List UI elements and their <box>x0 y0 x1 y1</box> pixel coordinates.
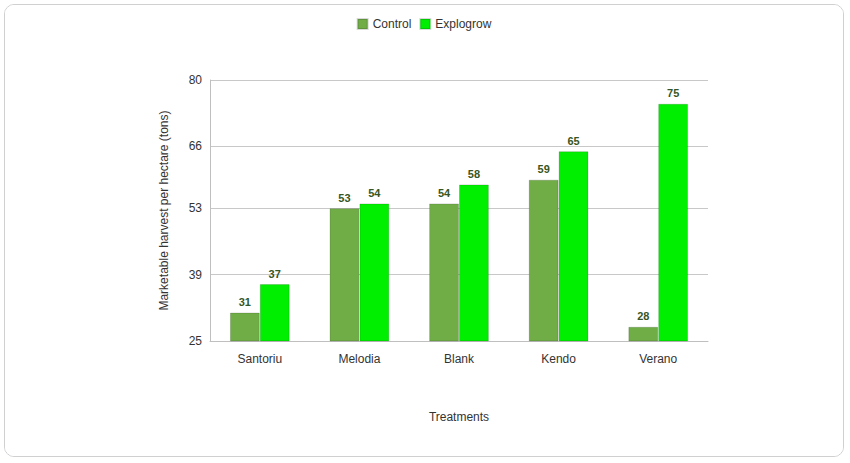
svg-text:54: 54 <box>438 187 451 199</box>
svg-text:Verano: Verano <box>639 352 677 366</box>
svg-text:Explogrow: Explogrow <box>435 17 491 31</box>
svg-text:Marketable harvest per hectare: Marketable harvest per hectare (tons) <box>157 110 171 310</box>
svg-text:66: 66 <box>189 139 203 153</box>
svg-text:58: 58 <box>468 168 480 180</box>
svg-text:31: 31 <box>239 296 251 308</box>
svg-text:65: 65 <box>567 135 579 147</box>
svg-text:53: 53 <box>338 192 350 204</box>
svg-text:37: 37 <box>269 268 281 280</box>
svg-text:Treatments: Treatments <box>429 410 489 424</box>
svg-text:Control: Control <box>373 17 412 31</box>
svg-text:54: 54 <box>368 187 381 199</box>
svg-text:39: 39 <box>189 268 203 282</box>
svg-text:Melodia: Melodia <box>338 352 380 366</box>
svg-text:25: 25 <box>189 334 203 348</box>
svg-text:59: 59 <box>538 163 550 175</box>
svg-text:53: 53 <box>189 201 203 215</box>
svg-text:Kendo: Kendo <box>541 352 576 366</box>
svg-text:28: 28 <box>637 310 649 322</box>
svg-text:Santoriu: Santoriu <box>237 352 282 366</box>
svg-text:Blank: Blank <box>444 352 475 366</box>
svg-text:80: 80 <box>189 73 203 87</box>
svg-text:75: 75 <box>667 87 679 99</box>
